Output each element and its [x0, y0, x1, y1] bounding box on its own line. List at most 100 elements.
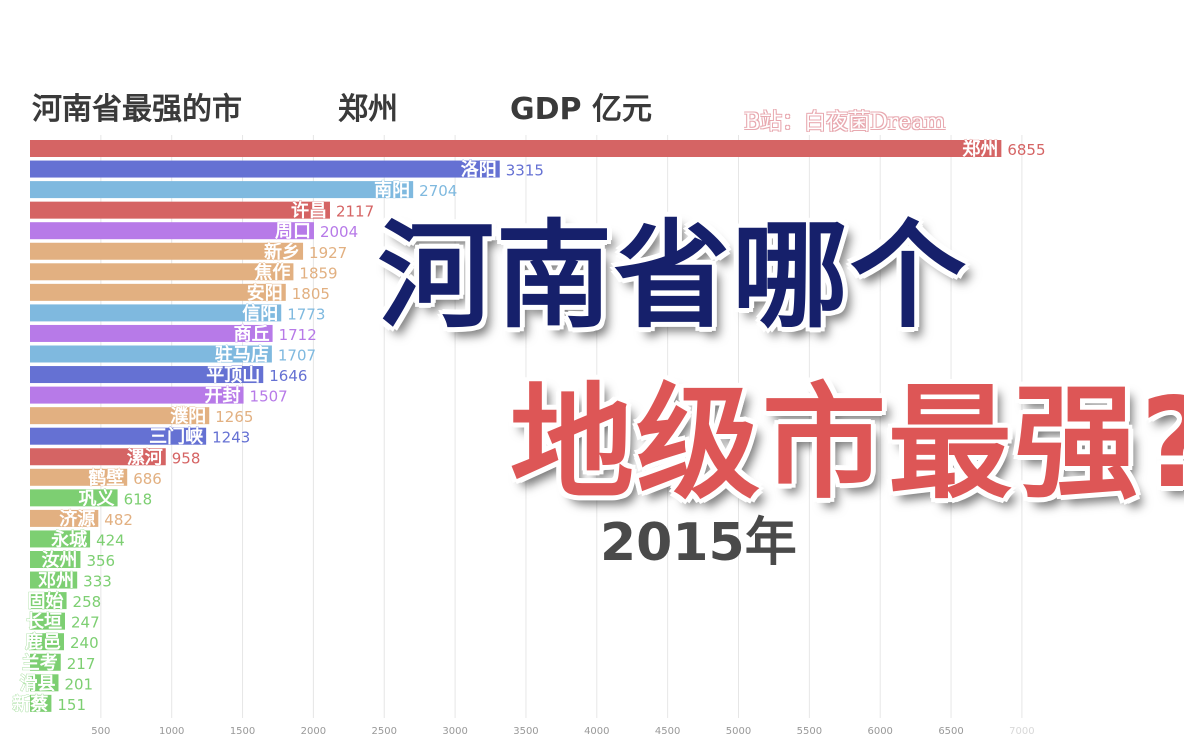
bar-category-label: 许昌 — [291, 200, 327, 222]
x-tick-label: 4500 — [655, 726, 680, 737]
bar-value-label: 2004 — [320, 223, 358, 241]
bar-value-label: 356 — [86, 552, 115, 570]
bar-category-label: 开封 — [205, 385, 241, 407]
bar-group: 郑州 6855 — [30, 138, 1046, 160]
leader-label: 郑州 — [338, 92, 398, 127]
bar-category-label: 商丘 — [234, 323, 270, 345]
bar-group: 安阳 1805 — [30, 282, 330, 304]
bar-category-label: 济源 — [59, 508, 95, 530]
bar-group: 新乡 1927 — [30, 240, 347, 263]
bar-category-label: 汝州 — [41, 549, 77, 571]
bar-value-label: 1773 — [287, 305, 325, 323]
bar-category-label: 永城 — [50, 528, 87, 550]
bar-category-label: 鹤壁 — [88, 467, 124, 489]
bar-category-label: 长垣 — [26, 612, 62, 633]
bar-value-label: 618 — [124, 490, 153, 508]
bar-group: 焦作 1859 — [30, 261, 338, 284]
bar-category-label: 兰考 — [22, 652, 58, 674]
bar-value-label: 6855 — [1007, 141, 1045, 159]
bar — [30, 366, 264, 384]
bar-group: 鹤壁 686 — [30, 466, 162, 489]
bar-group: 南阳 2704 — [30, 179, 457, 201]
bar — [30, 304, 282, 322]
watermark: B站：白夜菌Dream — [744, 110, 946, 135]
x-tick-label: 4000 — [584, 726, 609, 737]
bar-value-label: 424 — [96, 531, 125, 549]
bar-value-label: 1646 — [269, 367, 307, 385]
bar-category-label: 邓州 — [38, 571, 74, 592]
bar — [30, 324, 273, 342]
bar-value-label: 1712 — [279, 326, 317, 344]
x-tick-label: 6500 — [938, 726, 963, 737]
bar-value-label: 247 — [71, 614, 100, 632]
bar-category-label: 新蔡 — [12, 693, 48, 715]
bar-category-label: 鹿邑 — [25, 631, 61, 653]
bar — [30, 551, 81, 568]
bar — [30, 694, 52, 712]
gridlines — [100, 135, 1023, 718]
x-tick-label: 500 — [91, 726, 110, 737]
bar-group: 信阳 1773 — [30, 302, 325, 325]
bar — [30, 242, 304, 260]
bar-category-label: 平顶山 — [206, 365, 260, 386]
bar — [30, 160, 500, 178]
bar-value-label: 1805 — [292, 285, 330, 303]
bar — [30, 489, 118, 507]
bar-group: 商丘 1712 — [30, 323, 317, 345]
bar-group: 濮阳 1265 — [30, 405, 253, 427]
bar-category-label: 南阳 — [374, 179, 410, 201]
bar — [30, 653, 61, 671]
bar-value-label: 217 — [67, 655, 96, 673]
bar-group: 滑县 201 — [19, 673, 93, 695]
overlay-title-line1: 河南省哪个 — [378, 209, 968, 344]
bar-category-label: 洛阳 — [461, 159, 497, 181]
bar-value-label: 201 — [64, 675, 93, 693]
x-tick-label: 2500 — [372, 726, 397, 737]
bar — [30, 530, 91, 548]
x-tick-label: 3000 — [442, 726, 467, 737]
bar-group: 邓州 333 — [30, 570, 112, 592]
bar-value-label: 1507 — [250, 388, 288, 406]
bar-value-label: 1927 — [309, 244, 347, 262]
bar-group: 开封 1507 — [30, 384, 288, 407]
bar-value-label: 958 — [172, 449, 201, 467]
x-tick-label: 2000 — [301, 726, 326, 737]
bar-value-label: 482 — [104, 511, 133, 529]
x-tick-label: 1000 — [159, 726, 184, 737]
bar-value-label: 1859 — [299, 264, 337, 282]
bar — [30, 633, 65, 651]
x-tick-label: 5000 — [726, 726, 751, 737]
bar-group: 巩义 618 — [30, 487, 153, 510]
chart-title: 河南省最强的市 — [32, 92, 242, 127]
bar-value-label: 3315 — [506, 162, 544, 180]
bar-group: 鹿邑 240 — [25, 631, 99, 654]
bar-category-label: 漯河 — [127, 447, 163, 468]
bar — [30, 263, 294, 281]
bar — [30, 448, 166, 466]
bar-value-label: 1243 — [212, 429, 250, 447]
bar — [30, 181, 414, 199]
bar-group: 固始 258 — [27, 590, 102, 613]
bar-category-label: 焦作 — [253, 261, 290, 283]
bar — [30, 345, 272, 363]
bar — [30, 427, 207, 445]
bar-category-label: 郑州 — [962, 138, 998, 160]
bar — [30, 386, 244, 404]
bar — [30, 283, 286, 301]
bar-category-label: 周口 — [275, 221, 311, 242]
bar — [30, 140, 1002, 157]
bar-value-label: 333 — [83, 573, 112, 591]
x-axis-ticks: 500 1000 1500 2000 2500 3000 3500 4000 4500 5000 5… — [91, 726, 1034, 737]
bar-group: 漯河 958 — [30, 447, 201, 469]
bar-value-label: 258 — [73, 593, 102, 611]
bar-group: 三门峡 1243 — [30, 425, 250, 448]
bar — [30, 468, 128, 486]
bar-category-label: 滑县 — [19, 673, 55, 694]
bar-group: 许昌 2117 — [30, 199, 374, 222]
bar-category-label: 固始 — [28, 590, 64, 612]
bar-group: 永城 424 — [30, 528, 125, 551]
bar — [30, 407, 210, 425]
bar-group: 兰考 217 — [21, 651, 96, 674]
x-tick-label: 7000 — [1009, 726, 1034, 737]
